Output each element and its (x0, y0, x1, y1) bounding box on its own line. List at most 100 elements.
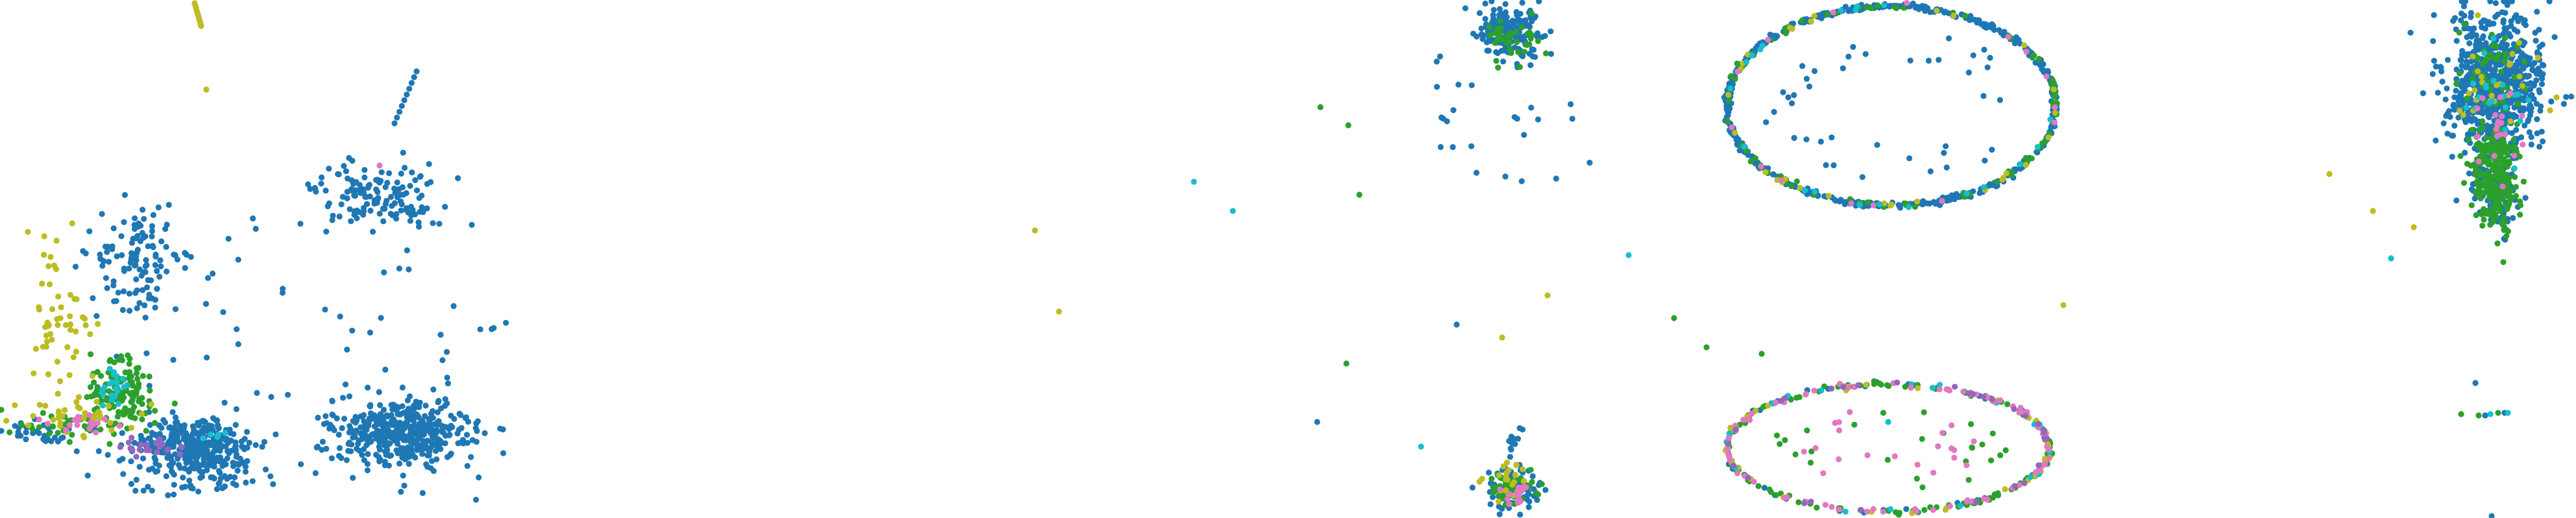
data-point-green (36, 424, 42, 430)
data-point-purple (1858, 506, 1864, 513)
data-point-green (120, 412, 127, 418)
data-point-blue (138, 437, 145, 443)
data-point-blue (1512, 441, 1518, 447)
data-point-green (1535, 38, 1541, 44)
data-point-blue (382, 434, 389, 441)
data-point-green (2479, 154, 2485, 160)
data-point-blue (210, 415, 217, 421)
data-point-blue (1514, 116, 1520, 122)
data-point-blue (411, 74, 417, 80)
data-point-cyan (2388, 255, 2394, 262)
data-point-green (2493, 171, 2499, 177)
data-point-blue (2462, 64, 2469, 71)
data-point-green (139, 395, 145, 401)
data-point-pink (1729, 124, 1735, 130)
data-point-blue (473, 439, 480, 445)
data-point-blue (142, 314, 149, 321)
data-point-blue (444, 349, 450, 355)
data-point-green (1808, 448, 1815, 455)
data-point-blue (2407, 29, 2414, 36)
data-point-green (2481, 216, 2487, 223)
data-point-olive (67, 291, 74, 298)
data-point-blue (145, 484, 151, 490)
data-point-purple (1952, 384, 1958, 390)
data-point-green (2461, 21, 2468, 27)
data-point-olive (2472, 87, 2478, 93)
data-point-blue (246, 439, 252, 446)
data-point-blue (140, 455, 147, 462)
data-point-green (1516, 64, 1523, 70)
data-point-blue (326, 425, 333, 432)
data-point-olive (138, 411, 145, 417)
data-point-blue (1846, 6, 1853, 13)
data-point-green (2501, 58, 2507, 64)
data-point-blue (2487, 0, 2494, 5)
data-point-blue (363, 435, 370, 441)
data-point-blue (195, 419, 201, 426)
data-point-blue (450, 302, 457, 310)
data-point-pink (2474, 105, 2481, 112)
data-point-blue (426, 161, 432, 167)
data-point-blue (1803, 75, 1810, 82)
data-point-blue (352, 413, 359, 420)
data-point-olive (57, 315, 64, 321)
data-point-blue (2531, 81, 2538, 88)
data-point-blue (176, 439, 182, 445)
data-point-blue (427, 420, 433, 426)
data-point-olive (45, 371, 52, 378)
data-point-green (1989, 430, 1996, 437)
data-point-green (115, 356, 122, 363)
data-point-blue (2533, 71, 2540, 77)
data-point-blue (405, 444, 411, 450)
data-point-blue (156, 273, 163, 280)
data-point-blue (154, 286, 160, 292)
data-point-blue (407, 217, 414, 224)
data-point-blue (206, 426, 212, 434)
data-point-green (140, 373, 146, 379)
data-point-pink (1913, 508, 1920, 515)
data-point-green (1755, 483, 1762, 489)
data-point-blue (1806, 83, 1813, 90)
data-point-blue (441, 430, 447, 436)
data-point-blue (472, 425, 479, 432)
data-point-blue (202, 441, 208, 448)
data-point-blue (409, 169, 415, 176)
data-point-olive (2045, 134, 2052, 141)
data-point-blue (171, 491, 177, 498)
data-point-olive (56, 410, 62, 417)
data-point-blue (149, 295, 156, 302)
data-point-olive (2411, 224, 2417, 230)
data-point-blue (2538, 80, 2546, 88)
data-point-cyan (1881, 2, 1888, 8)
data-point-green (1782, 25, 1788, 32)
data-point-blue (2513, 127, 2520, 133)
data-point-blue (322, 188, 329, 194)
data-point-blue (134, 305, 140, 312)
data-point-blue (370, 228, 376, 235)
data-point-blue (152, 251, 159, 258)
data-point-pink (1734, 68, 1741, 75)
data-point-blue (335, 432, 342, 438)
data-point-pink (86, 412, 93, 419)
data-point-pink (2043, 73, 2050, 80)
data-point-cyan (1957, 502, 1963, 509)
data-point-blue (2471, 25, 2477, 32)
data-point-cyan (2481, 50, 2488, 56)
data-point-blue (2507, 114, 2514, 120)
data-point-pink (1935, 443, 1941, 450)
data-point-blue (2525, 106, 2532, 112)
data-point-cyan (215, 431, 222, 438)
data-point-olive (1500, 463, 1507, 470)
data-point-green (2453, 80, 2460, 87)
data-point-green (1804, 427, 1810, 434)
data-point-blue (397, 198, 404, 204)
data-point-green (104, 395, 110, 401)
data-point-blue (351, 431, 358, 438)
data-point-blue (144, 284, 151, 291)
data-point-blue (430, 468, 437, 475)
data-point-green (1506, 32, 1513, 39)
data-point-pink (88, 419, 94, 426)
data-point-blue (448, 412, 454, 419)
data-point-green (2489, 42, 2496, 49)
data-point-blue (1525, 504, 1532, 510)
